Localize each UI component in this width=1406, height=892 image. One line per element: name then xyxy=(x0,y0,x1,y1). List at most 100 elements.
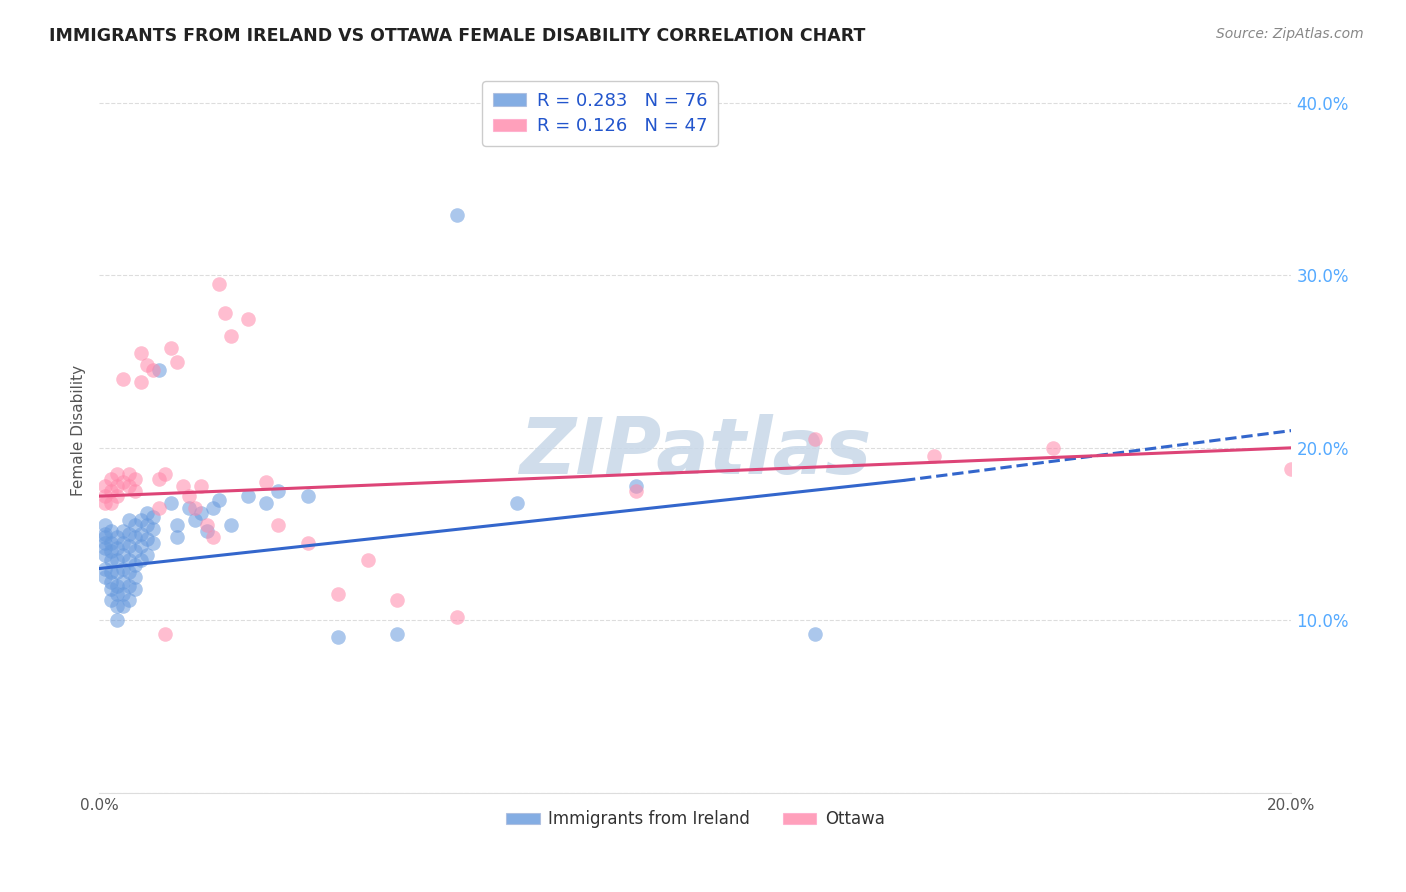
Point xyxy=(195,524,218,538)
Point xyxy=(177,501,200,516)
Point xyxy=(105,467,128,481)
Point xyxy=(100,592,122,607)
Point xyxy=(124,531,146,545)
Point xyxy=(100,575,122,590)
Point xyxy=(129,513,152,527)
Point xyxy=(105,579,128,593)
Point xyxy=(238,489,260,503)
Point xyxy=(94,570,117,584)
Point xyxy=(94,518,117,533)
Point xyxy=(112,524,135,538)
Point xyxy=(105,553,128,567)
Point xyxy=(118,565,141,579)
Point xyxy=(142,535,165,549)
Point xyxy=(118,467,141,481)
Point xyxy=(166,518,188,533)
Point xyxy=(124,472,146,486)
Point xyxy=(94,479,117,493)
Point xyxy=(105,587,128,601)
Point xyxy=(142,509,165,524)
Point xyxy=(94,561,117,575)
Point xyxy=(219,518,242,533)
Point xyxy=(136,532,159,546)
Point xyxy=(214,306,236,320)
Point xyxy=(1281,461,1303,475)
Point xyxy=(142,363,165,377)
Point xyxy=(100,544,122,558)
Text: ZIPatlas: ZIPatlas xyxy=(519,414,872,491)
Text: IMMIGRANTS FROM IRELAND VS OTTAWA FEMALE DISABILITY CORRELATION CHART: IMMIGRANTS FROM IRELAND VS OTTAWA FEMALE… xyxy=(49,27,866,45)
Point xyxy=(105,541,128,555)
Point xyxy=(142,522,165,536)
Point xyxy=(100,565,122,579)
Point xyxy=(148,501,170,516)
Point xyxy=(118,527,141,541)
Point xyxy=(129,553,152,567)
Point xyxy=(105,531,128,545)
Point xyxy=(219,328,242,343)
Point xyxy=(208,492,231,507)
Point xyxy=(100,582,122,597)
Point xyxy=(112,372,135,386)
Point xyxy=(446,609,468,624)
Point xyxy=(124,518,146,533)
Point xyxy=(446,208,468,222)
Point xyxy=(624,483,647,498)
Point xyxy=(172,479,194,493)
Y-axis label: Female Disability: Female Disability xyxy=(72,365,86,496)
Point xyxy=(297,535,319,549)
Point xyxy=(118,579,141,593)
Point xyxy=(129,539,152,553)
Point xyxy=(387,627,409,641)
Point xyxy=(160,496,183,510)
Point xyxy=(118,479,141,493)
Point xyxy=(148,472,170,486)
Legend: Immigrants from Ireland, Ottawa: Immigrants from Ireland, Ottawa xyxy=(499,804,891,835)
Point xyxy=(94,496,117,510)
Point xyxy=(267,518,290,533)
Point xyxy=(100,553,122,567)
Point xyxy=(201,501,224,516)
Point xyxy=(94,531,117,545)
Point xyxy=(112,475,135,490)
Point xyxy=(803,627,825,641)
Text: Source: ZipAtlas.com: Source: ZipAtlas.com xyxy=(1216,27,1364,41)
Point xyxy=(148,363,170,377)
Point xyxy=(922,450,945,464)
Point xyxy=(100,483,122,498)
Point xyxy=(166,531,188,545)
Point xyxy=(505,496,527,510)
Point xyxy=(184,501,207,516)
Point xyxy=(190,479,212,493)
Point xyxy=(201,531,224,545)
Point xyxy=(105,489,128,503)
Point xyxy=(136,506,159,520)
Point xyxy=(184,513,207,527)
Point xyxy=(118,539,141,553)
Point xyxy=(124,558,146,572)
Point xyxy=(124,582,146,597)
Point xyxy=(100,535,122,549)
Point xyxy=(100,472,122,486)
Point xyxy=(124,570,146,584)
Point xyxy=(254,475,277,490)
Point xyxy=(136,358,159,372)
Point xyxy=(267,483,290,498)
Point xyxy=(326,631,349,645)
Point xyxy=(177,489,200,503)
Point xyxy=(124,483,146,498)
Point xyxy=(100,524,122,538)
Point xyxy=(208,277,231,291)
Point xyxy=(112,575,135,590)
Point xyxy=(105,479,128,493)
Point xyxy=(118,592,141,607)
Point xyxy=(112,548,135,562)
Point xyxy=(803,432,825,446)
Point xyxy=(166,354,188,368)
Point xyxy=(190,506,212,520)
Point xyxy=(1042,441,1064,455)
Point xyxy=(112,561,135,575)
Point xyxy=(624,479,647,493)
Point xyxy=(94,489,117,503)
Point xyxy=(297,489,319,503)
